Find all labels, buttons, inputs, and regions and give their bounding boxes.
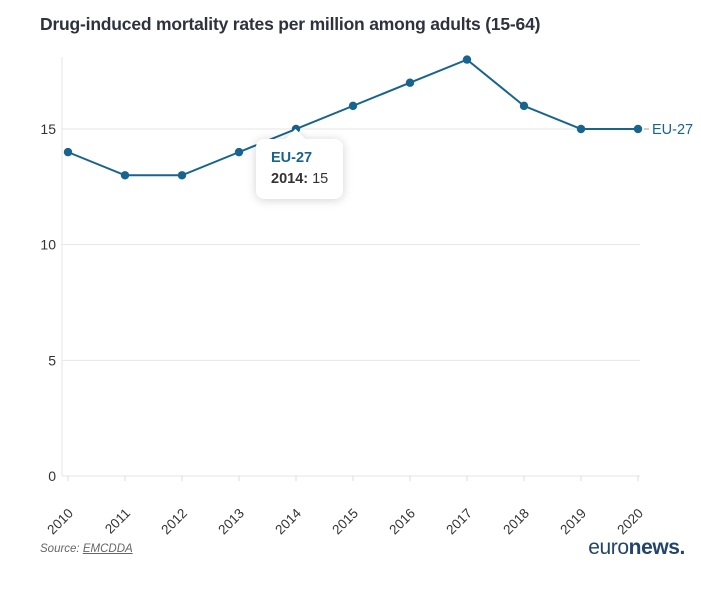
chart-title: Drug-induced mortality rates per million… — [40, 14, 541, 34]
x-tick-label: 2010 — [44, 506, 76, 535]
logo-text-bold: news. — [628, 536, 686, 559]
data-point[interactable] — [177, 171, 187, 180]
x-tick-label: 2018 — [500, 506, 532, 535]
source-link[interactable]: EMCDDA — [82, 543, 133, 555]
tooltip-value-row: 2014: 15 — [271, 171, 328, 187]
x-tick-label: 2015 — [329, 506, 361, 535]
data-point[interactable] — [462, 55, 472, 64]
x-tick-label: 2019 — [557, 506, 589, 535]
x-tick-label: 2011 — [102, 506, 133, 535]
x-tick-label: 2013 — [215, 506, 247, 535]
line-series — [67, 58, 638, 177]
data-point[interactable] — [120, 171, 130, 180]
tooltip: EU-27 2014: 15 — [256, 128, 344, 199]
line-chart: 0 5 10 15 2010 2011 2012 2013 2014 2015 2016 2017 20… — [40, 55, 693, 535]
tooltip-series-label: EU-27 — [271, 150, 313, 166]
euronews-logo: euronews. — [588, 536, 685, 560]
tooltip-key: 2014: — [271, 171, 309, 187]
x-tick-label: 2020 — [614, 506, 646, 535]
data-point[interactable] — [405, 78, 415, 87]
data-point[interactable] — [348, 101, 358, 111]
y-tick-label: 5 — [48, 352, 56, 368]
y-tick-label: 0 — [48, 468, 56, 484]
tooltip-value: 15 — [312, 171, 329, 187]
series-end-label: EU-27 — [652, 122, 693, 138]
data-point[interactable] — [633, 124, 643, 134]
x-tick-label: 2014 — [272, 505, 304, 535]
source-label: Source: — [40, 543, 80, 555]
x-tick-label: 2012 — [158, 506, 190, 535]
y-tick-label: 10 — [40, 237, 56, 253]
data-point[interactable] — [234, 147, 244, 157]
logo-text-regular: euro — [588, 536, 629, 559]
data-point[interactable] — [63, 147, 73, 157]
x-tick-label: 2017 — [443, 506, 475, 535]
data-point[interactable] — [519, 101, 529, 111]
x-tick-label: 2016 — [386, 506, 418, 535]
data-point[interactable] — [576, 124, 586, 134]
source-note: Source: EMCDDA — [40, 543, 133, 555]
y-tick-label: 15 — [40, 121, 56, 137]
